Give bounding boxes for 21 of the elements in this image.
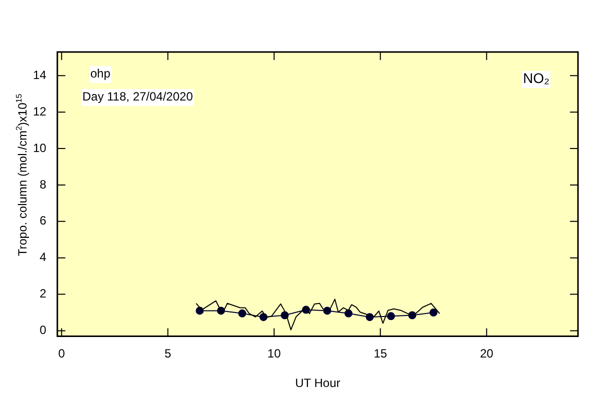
point	[238, 309, 246, 318]
point	[386, 312, 395, 320]
y-tick-label: 14	[32, 68, 47, 82]
x-tick-label: 10	[267, 346, 282, 361]
point	[429, 308, 438, 317]
x-tick-label: 0	[58, 346, 66, 361]
y-tick-label: 4	[40, 250, 47, 264]
y-tick-label: 10	[32, 140, 47, 155]
y-tick-label: 2	[40, 286, 47, 301]
y-tick-label: 8	[40, 177, 47, 192]
annotation: ohp	[90, 66, 111, 80]
x-axis-title: UT Hour	[295, 376, 340, 390]
y-tick-label: 0	[40, 323, 47, 338]
x-tick-label: 15	[374, 346, 388, 361]
x-tick-label: 5	[164, 346, 172, 361]
x-tick-label: 20	[480, 346, 494, 361]
point	[344, 309, 352, 318]
annotation: Day 118, 27/04/2020	[82, 89, 194, 104]
y-tick-label: 6	[40, 214, 47, 228]
annotation: NO₂	[523, 70, 550, 86]
y-tick-label: 12	[32, 104, 47, 118]
